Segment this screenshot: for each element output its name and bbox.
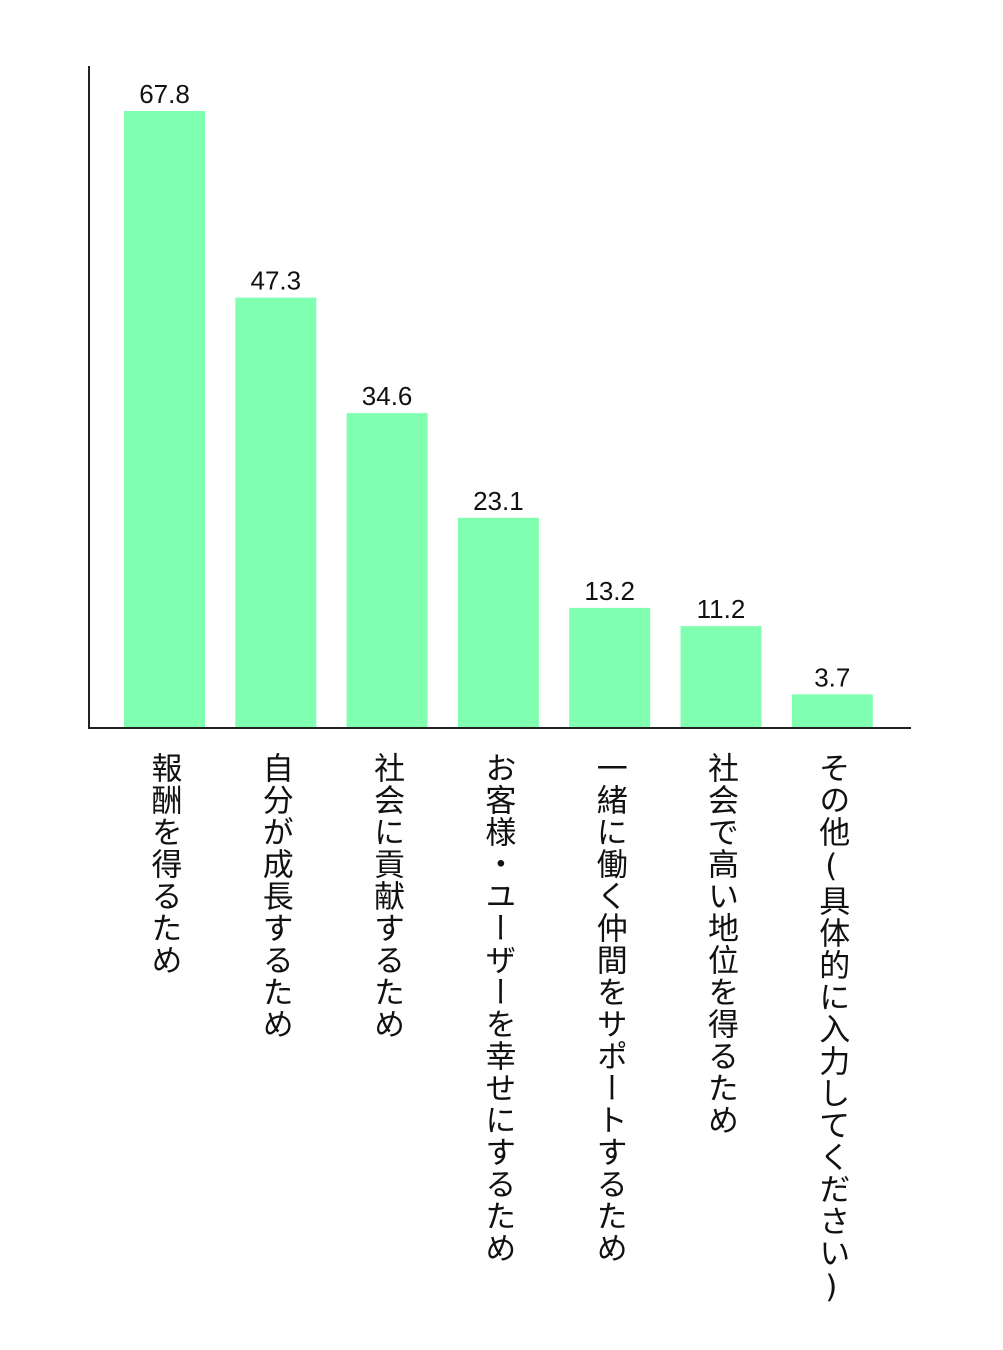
bar-1 [235,297,317,728]
category-label-6: その他(具体的に入力してください) [813,752,850,1306]
bar-3 [457,517,539,728]
value-label-6: 3.7 [814,662,850,692]
bar-2 [346,413,428,728]
value-labels-group: 67.8 47.3 34.6 23.1 13.2 11.2 3.7 [139,79,850,692]
category-label-3: お客様・ユーザーを幸せにするため [479,752,516,1264]
category-label-0: 報酬を得るため [145,752,182,976]
bar-6 [791,694,873,728]
bars-group [124,111,873,728]
value-label-4: 13.2 [584,576,635,606]
category-label-2: 社会に貢献するため [368,752,405,1040]
bar-5 [680,626,762,728]
bar-4 [569,607,651,728]
value-label-5: 11.2 [697,594,746,624]
value-label-1: 47.3 [250,266,301,296]
category-label-4: 一緒に働く仲間をサポートするため [590,752,627,1264]
bar-0 [124,111,205,728]
category-label-1: 自分が成長するため [256,752,293,1040]
category-label-5: 社会で高い地位を得るため [702,752,738,1136]
value-label-2: 34.6 [362,381,413,411]
value-label-3: 23.1 [473,486,524,516]
value-label-0: 67.8 [139,79,190,109]
